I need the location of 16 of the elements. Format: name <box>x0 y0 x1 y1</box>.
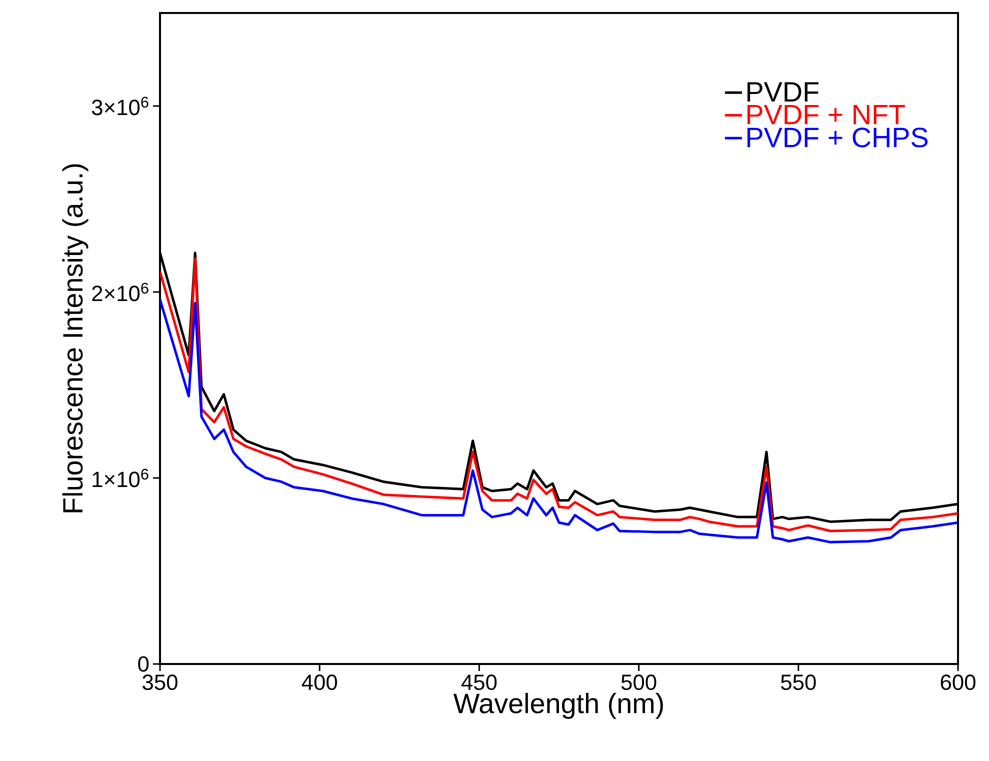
y-tick-label: 2×10$^{6}$ <box>92 282 148 302</box>
legend-label: PVDF <box>747 82 818 102</box>
x-tick-label: 600 <box>940 674 976 690</box>
y-tick-label: 3×10$^{6}$ <box>92 96 148 116</box>
y-axis-title: Fluorescence Intensity (a.u.) <box>62 164 88 512</box>
y-tick-label: 1×10$^{6}$ <box>92 468 148 488</box>
x-tick-label: 350 <box>142 674 178 690</box>
x-tick-label: 450 <box>461 674 497 690</box>
x-axis-title: Wavelength (nm) <box>453 692 663 719</box>
x-tick-label: 550 <box>781 674 816 690</box>
legend-label: PVDF + NFT <box>747 104 905 124</box>
x-tick-label: 500 <box>621 674 656 690</box>
legend-label: PVDF + CHPS <box>747 128 928 148</box>
y-tick-label: 0 <box>138 656 149 672</box>
line-series <box>160 298 958 544</box>
x-tick-label: 400 <box>302 674 338 690</box>
